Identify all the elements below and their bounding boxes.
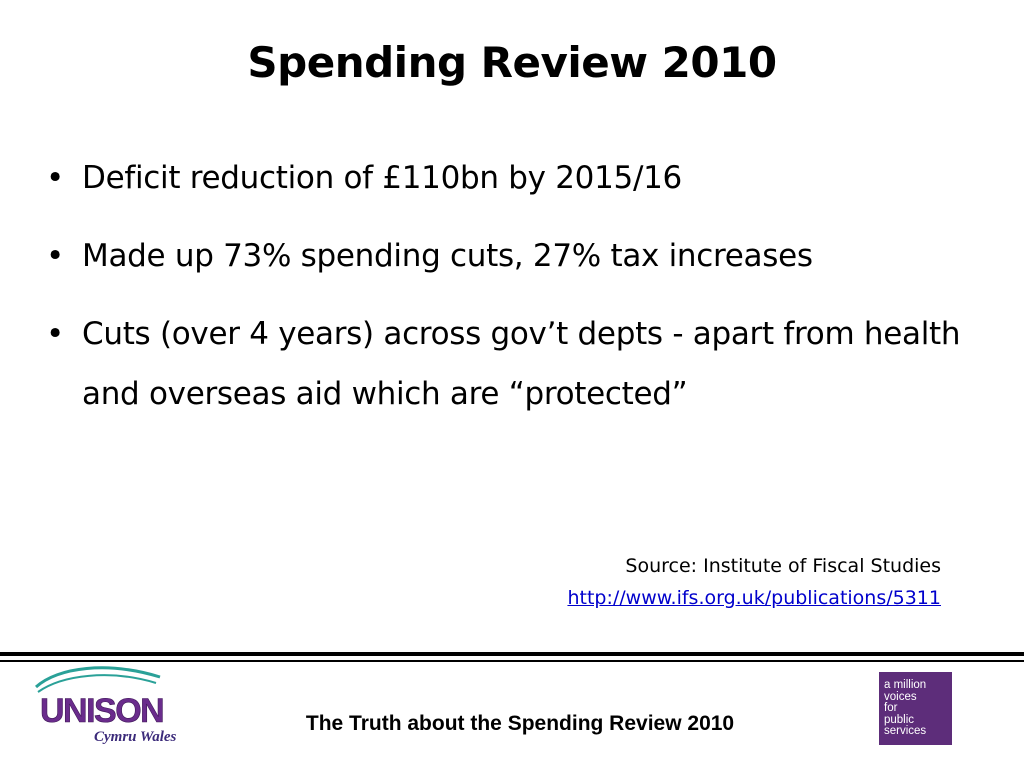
logo-line: a million [884, 679, 927, 691]
bullet-text: Deficit reduction of £110bn by 2015/16 [82, 160, 682, 196]
bullet-item: • Deficit reduction of £110bn by 2015/16 [44, 148, 964, 208]
logo-line: voices [884, 690, 917, 703]
bullet-dot-icon: • [46, 316, 64, 352]
source-link[interactable]: http://www.ifs.org.uk/publications/5311 [567, 587, 941, 609]
logo-line: for [884, 702, 898, 714]
unison-logo-icon: UNISON Cymru Wales [34, 666, 177, 745]
million-voices-logo: a million voices for public services [879, 672, 952, 745]
bullet-dot-icon: • [46, 238, 64, 274]
footer-divider-thick [0, 652, 1024, 656]
slide-title: Spending Review 2010 [247, 38, 777, 87]
source-citation: Source: Institute of Fiscal Studies http… [567, 550, 941, 614]
bullet-text: Cuts (over 4 years) across gov’t depts -… [82, 316, 961, 412]
bullet-list: • Deficit reduction of £110bn by 2015/16… [44, 148, 964, 442]
source-label: Source: Institute of Fiscal Studies [625, 555, 941, 577]
svg-text:Cymru Wales: Cymru Wales [94, 729, 177, 745]
bullet-dot-icon: • [46, 160, 64, 196]
footer-title: The Truth about the Spending Review 2010 [305, 712, 735, 735]
bullet-item: • Cuts (over 4 years) across gov’t depts… [44, 304, 964, 424]
svg-text:UNISON: UNISON [40, 692, 163, 730]
bullet-text: Made up 73% spending cuts, 27% tax incre… [82, 238, 813, 274]
bullet-item: • Made up 73% spending cuts, 27% tax inc… [44, 226, 964, 286]
logo-line: public [884, 713, 915, 726]
footer-divider-thin [0, 660, 1024, 662]
logo-line: services [884, 725, 927, 737]
